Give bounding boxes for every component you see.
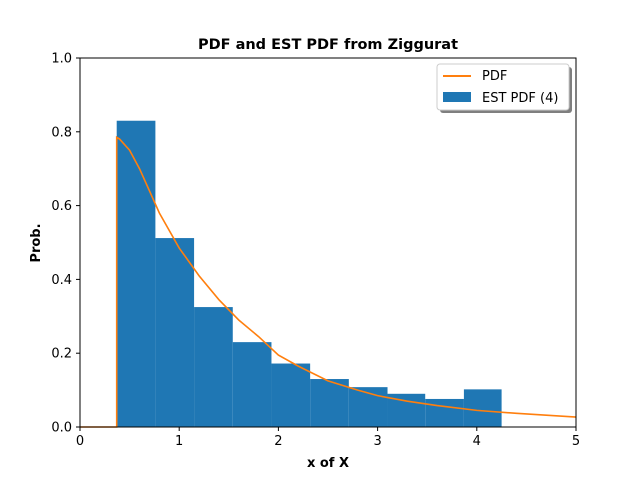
x-tick-label: 5 — [572, 434, 580, 449]
y-tick-label: 0.2 — [51, 347, 72, 362]
y-tick-label: 1.0 — [51, 52, 72, 67]
x-tick-label: 4 — [473, 434, 481, 449]
y-tick-label: 0.8 — [51, 125, 72, 140]
y-tick-label: 0.0 — [51, 421, 72, 436]
x-tick-label: 0 — [76, 434, 84, 449]
histogram-bars — [116, 120, 502, 427]
y-tick-label: 0.6 — [51, 199, 72, 214]
x-tick-label: 2 — [274, 434, 282, 449]
plot-frame — [79, 57, 577, 428]
legend-est-pdf-label: EST PDF (4) — [482, 91, 558, 106]
x-axis-label: x of X — [307, 456, 349, 471]
histogram-bar — [116, 120, 156, 427]
legend: PDF EST PDF (4) — [436, 63, 572, 113]
x-tick-label: 3 — [373, 434, 381, 449]
legend-est-pdf-swatch — [443, 92, 471, 102]
histogram-bar — [425, 398, 464, 427]
histogram-bar — [232, 342, 272, 427]
chart-title: PDF and EST PDF from Ziggurat — [198, 37, 458, 53]
pdf-line-group — [80, 135, 577, 428]
y-tick-label: 0.4 — [51, 273, 72, 288]
histogram-bar — [155, 238, 195, 427]
y-axis-label: Prob. — [29, 223, 44, 262]
histogram-bar — [463, 389, 502, 427]
pdf-line — [80, 135, 577, 428]
x-tick-label: 1 — [175, 434, 183, 449]
histogram-bar — [310, 379, 349, 427]
histogram-bar — [271, 363, 311, 427]
y-axis-ticks: 0.0 0.2 0.4 0.6 0.8 1.0 — [51, 52, 80, 436]
histogram-bar — [194, 307, 233, 427]
legend-pdf-label: PDF — [482, 69, 507, 84]
x-axis-ticks: 0 1 2 3 4 5 — [76, 427, 580, 449]
